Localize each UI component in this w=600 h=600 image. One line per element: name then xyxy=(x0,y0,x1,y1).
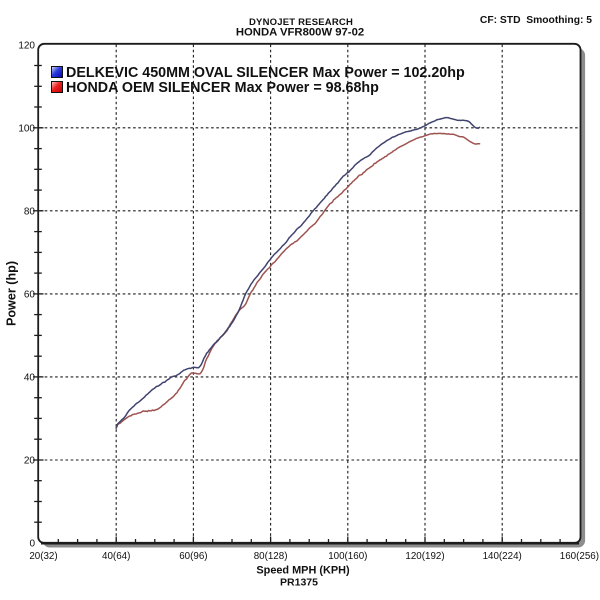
svg-text:40(64): 40(64) xyxy=(102,551,130,562)
svg-text:20(32): 20(32) xyxy=(29,551,57,562)
svg-text:CF: STD Smoothing: 5: CF: STD Smoothing: 5 xyxy=(480,15,592,26)
svg-text:160(256): 160(256) xyxy=(560,551,599,562)
svg-text:HONDA VFR800W 97-02: HONDA VFR800W 97-02 xyxy=(236,27,364,39)
svg-text:60(96): 60(96) xyxy=(179,551,207,562)
svg-text:PR1375: PR1375 xyxy=(280,577,318,589)
svg-text:120(192): 120(192) xyxy=(405,551,444,562)
svg-text:140(224): 140(224) xyxy=(483,551,522,562)
svg-text:120: 120 xyxy=(18,40,35,51)
svg-text:HONDA OEM SILENCER Max Power =: HONDA OEM SILENCER Max Power = 98.68hp xyxy=(66,80,379,96)
svg-text:40: 40 xyxy=(24,373,36,384)
svg-text:60: 60 xyxy=(24,290,36,301)
svg-text:80(128): 80(128) xyxy=(254,551,288,562)
svg-text:100(160): 100(160) xyxy=(328,551,367,562)
svg-text:Power (hp): Power (hp) xyxy=(5,261,19,326)
svg-text:0: 0 xyxy=(29,539,35,550)
svg-text:DELKEVIC 450MM OVAL SILENCER M: DELKEVIC 450MM OVAL SILENCER Max Power =… xyxy=(66,65,465,81)
svg-text:Speed MPH (KPH): Speed MPH (KPH) xyxy=(256,565,350,577)
svg-text:80: 80 xyxy=(24,206,36,217)
svg-text:DYNOJET RESEARCH: DYNOJET RESEARCH xyxy=(249,17,353,28)
svg-text:20: 20 xyxy=(24,456,36,467)
svg-text:100: 100 xyxy=(18,123,35,134)
